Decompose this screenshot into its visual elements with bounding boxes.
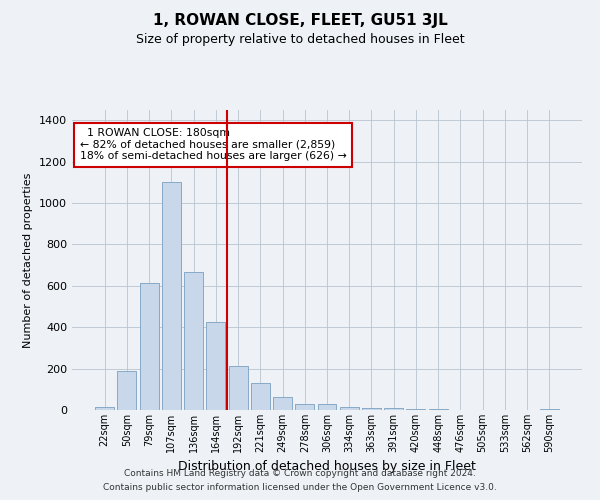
X-axis label: Distribution of detached houses by size in Fleet: Distribution of detached houses by size …: [178, 460, 476, 473]
Bar: [273, 396, 292, 410]
Bar: [540, 409, 559, 410]
Bar: [251, 383, 270, 410]
Bar: [95, 407, 114, 410]
Text: Size of property relative to detached houses in Fleet: Size of property relative to detached ho…: [136, 32, 464, 46]
Bar: [229, 366, 248, 410]
Bar: [384, 408, 403, 410]
Bar: [140, 283, 158, 410]
Bar: [429, 409, 448, 410]
Text: 1, ROWAN CLOSE, FLEET, GU51 3JL: 1, ROWAN CLOSE, FLEET, GU51 3JL: [152, 12, 448, 28]
Bar: [362, 408, 381, 410]
Text: Contains public sector information licensed under the Open Government Licence v3: Contains public sector information licen…: [103, 484, 497, 492]
Bar: [406, 409, 425, 410]
Bar: [317, 404, 337, 410]
Text: 1 ROWAN CLOSE: 180sqm  
← 82% of detached houses are smaller (2,859)
18% of semi: 1 ROWAN CLOSE: 180sqm ← 82% of detached …: [80, 128, 346, 161]
Bar: [184, 272, 203, 410]
Bar: [295, 404, 314, 410]
Bar: [340, 407, 359, 410]
Bar: [118, 370, 136, 410]
Bar: [206, 322, 225, 410]
Bar: [162, 182, 181, 410]
Y-axis label: Number of detached properties: Number of detached properties: [23, 172, 34, 348]
Text: Contains HM Land Registry data © Crown copyright and database right 2024.: Contains HM Land Registry data © Crown c…: [124, 468, 476, 477]
